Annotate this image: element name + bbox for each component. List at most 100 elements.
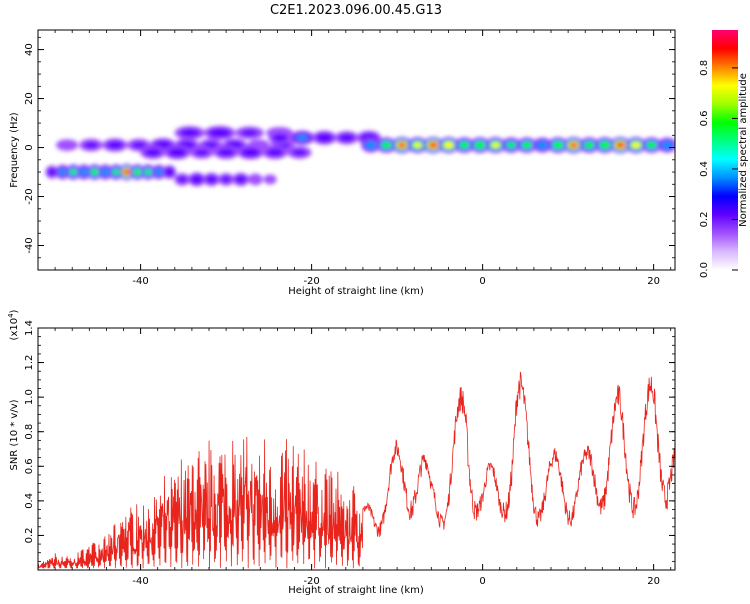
heatmap-cell: [79, 167, 89, 177]
x-tick-label: -40: [132, 576, 148, 587]
x-tick-label: 0: [479, 276, 485, 287]
colorbar-tick-label: 0.2: [699, 212, 710, 228]
y-tick-label: -20: [24, 188, 35, 204]
y-tick-label: 0.4: [24, 493, 35, 509]
heatmap-cell: [428, 142, 438, 149]
heatmap-cell: [194, 149, 209, 156]
heatmap-cell: [83, 141, 99, 149]
x-tick-label: -40: [132, 276, 148, 287]
heatmap-cell: [584, 141, 595, 149]
x-tick-label: -20: [303, 576, 319, 587]
heatmap-cell: [47, 167, 57, 177]
heatmap-cell: [569, 142, 578, 148]
heatmap-cell: [599, 141, 611, 149]
heatmap-cell: [208, 128, 232, 138]
heatmap-cell: [131, 141, 146, 149]
heatmap-cell: [241, 129, 259, 137]
y-tick-label: 0: [24, 144, 35, 150]
heatmap-cell: [292, 149, 307, 156]
heatmap-cell: [221, 176, 232, 183]
y-tick-label: 1.2: [24, 355, 35, 371]
heatmap-cell: [521, 141, 532, 149]
heatmap-ticks: -40 -20 0 20 -40 -20 0 20 40: [24, 30, 675, 287]
heatmap-cell: [217, 148, 235, 157]
heatmap-cell: [459, 141, 470, 149]
heatmap-cell: [506, 142, 516, 148]
heatmap-cell: [205, 175, 218, 184]
heatmap-cell: [190, 174, 204, 185]
heatmap-cell: [272, 133, 288, 142]
heatmap-xlabel: Height of straight line (km): [288, 286, 424, 297]
heatmap-cell: [164, 167, 175, 177]
heatmap-cell: [100, 167, 110, 177]
y-tick-label: 1.4: [24, 320, 35, 336]
heatmap-cell: [58, 168, 67, 176]
heatmap-cell: [179, 128, 200, 138]
y-tick-label: 20: [24, 92, 35, 105]
snr-line: [38, 371, 675, 569]
heatmap-cell: [631, 142, 641, 149]
heatmap-cell: [69, 169, 77, 175]
y-tick-label: -40: [24, 237, 35, 253]
heatmap-cell: [364, 141, 377, 150]
heatmap-ylabel: Frequency (Hz): [9, 112, 20, 188]
heatmap-cell: [338, 133, 355, 142]
heatmap-cell: [133, 168, 142, 176]
heatmap-cell: [123, 169, 131, 176]
snr-ticks: -40 -20 0 20 0.2 0.4 0.6 0.8 1.0 1.2 1.4: [24, 320, 675, 587]
x-tick-label: 20: [647, 276, 660, 287]
heatmap-cell: [235, 175, 247, 184]
heatmap-cell: [381, 141, 392, 149]
heatmap-cell: [491, 142, 500, 148]
heatmap-cell: [177, 176, 188, 183]
y-tick-label: 1.0: [24, 389, 35, 405]
heatmap-cell: [552, 141, 564, 149]
heatmap-frame: [37, 29, 676, 271]
heatmap-cell: [144, 169, 152, 175]
colorbar-tick-label: 0.0: [699, 262, 710, 278]
heatmap-cell: [443, 141, 454, 149]
heatmap-cell: [413, 142, 422, 148]
heatmap-cell: [203, 141, 218, 149]
heatmap-cell: [536, 141, 549, 150]
page-title: C2E1.2023.096.00.45.G13: [270, 3, 442, 18]
colorbar-tick-label: 0.8: [699, 60, 710, 76]
colorbar-tick-label: 0.6: [699, 110, 710, 126]
y-tick-label: 0.2: [24, 527, 35, 543]
heatmap-layer: [45, 125, 675, 187]
heatmap-cell: [397, 142, 407, 148]
heatmap-cell: [296, 134, 309, 141]
x-tick-label: 0: [479, 576, 485, 587]
heatmap-cell: [56, 139, 79, 151]
heatmap-cell: [646, 141, 657, 149]
colorbar-ticks: 0.0 0.2 0.4 0.6 0.8: [699, 60, 738, 278]
x-tick-label: -20: [303, 276, 319, 287]
snr-panel: -40 -20 0 20 0.2 0.4 0.6 0.8 1.0 1.2 1.4 Height of…: [7, 309, 676, 596]
heatmap-cell: [240, 147, 261, 158]
y-tick-label: 0.8: [24, 424, 35, 440]
heatmap-cell: [266, 148, 284, 157]
heatmap-cell: [263, 174, 277, 185]
heatmap-cell: [248, 173, 263, 186]
colorbar-tick-label: 0.4: [699, 161, 710, 177]
heatmap-cell: [167, 147, 187, 158]
heatmap-cell: [474, 141, 486, 149]
heatmap-cell: [144, 148, 162, 157]
snr-ylabel: SNR (10 * v/v): [9, 399, 20, 470]
snr-xlabel: Height of straight line (km): [288, 585, 424, 596]
colorbar-label: Normalized spectral amplitude: [738, 73, 749, 227]
heatmap-cell: [615, 142, 626, 149]
heatmap-cell: [154, 168, 163, 176]
colorbar-gradient: [712, 30, 738, 270]
colorbar: 0.0 0.2 0.4 0.6 0.8 Normalized spectral ampl…: [699, 30, 749, 278]
heatmap-cell: [112, 169, 120, 175]
heatmap-cell: [315, 132, 334, 143]
heatmap-cell: [106, 140, 124, 150]
y-tick-label: 40: [24, 43, 35, 56]
x-tick-label: 20: [647, 576, 660, 587]
heatmap-cell: [90, 168, 99, 176]
heatmap-panel: -40 -20 0 20 -40 -20 0 20 40 Height of straight …: [9, 29, 676, 297]
snr-scale-label: (x104): [7, 309, 20, 340]
y-tick-label: 0.6: [24, 458, 35, 474]
